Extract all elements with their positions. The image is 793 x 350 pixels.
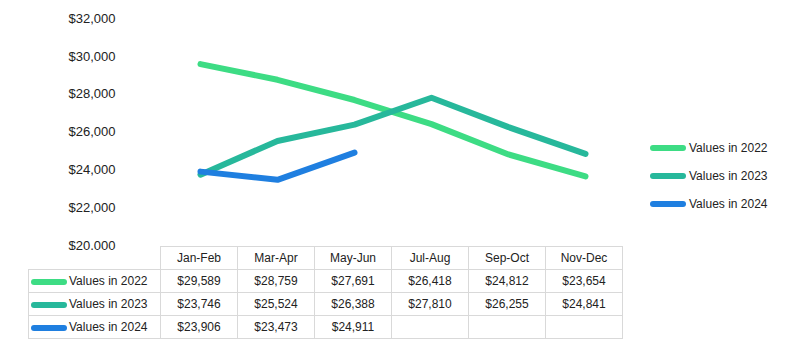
html-text:Values in 2022: Values in 2022 [69, 274, 148, 288]
html-text:May-Jun: May-Jun [330, 251, 376, 265]
svg-text:$30,000: $30,000 [69, 48, 116, 63]
html-text:$23,473: $23,473 [254, 320, 298, 334]
html-text:$26,418: $26,418 [408, 274, 452, 288]
html-text:$27,691: $27,691 [331, 274, 375, 288]
html-text:Values in 2023: Values in 2023 [69, 297, 148, 311]
html-text:$24,911: $24,911 [331, 320, 375, 334]
html-text:$23,746: $23,746 [177, 297, 221, 311]
html-text:$24,812: $24,812 [485, 274, 529, 288]
svg-text:$26,000: $26,000 [69, 124, 116, 139]
html-text:$26,255: $26,255 [485, 297, 529, 311]
html-text:$25,524: $25,524 [254, 297, 298, 311]
html-text:$24,841: $24,841 [562, 297, 606, 311]
html-text:Values in 2022: Values in 2022 [689, 141, 768, 155]
svg-text:$28,000: $28,000 [69, 86, 116, 101]
svg-text:$24,000: $24,000 [69, 162, 116, 177]
html-text:Nov-Dec: Nov-Dec [560, 251, 608, 265]
svg-text:$32,000: $32,000 [69, 11, 116, 26]
html-text:$28,759: $28,759 [254, 274, 298, 288]
html-text:Mar-Apr: Mar-Apr [254, 251, 298, 265]
html-text:$23,906: $23,906 [177, 320, 221, 334]
html-text:Values in 2024: Values in 2024 [69, 320, 148, 334]
html-text:Jul-Aug: Jul-Aug [409, 251, 451, 265]
html-text:Values in 2023: Values in 2023 [689, 169, 768, 183]
html-text:$29,589: $29,589 [177, 274, 221, 288]
html-text:Jan-Feb: Jan-Feb [177, 251, 221, 265]
html-text:$27,810: $27,810 [408, 297, 452, 311]
svg-text:$22,000: $22,000 [69, 200, 116, 215]
svg-text:$20,000: $20,000 [69, 238, 116, 250]
html-text:$23,654: $23,654 [562, 274, 606, 288]
html-text:Values in 2024: Values in 2024 [689, 197, 768, 211]
html-text:$26,388: $26,388 [331, 297, 375, 311]
html-text:Sep-Oct: Sep-Oct [485, 251, 529, 265]
